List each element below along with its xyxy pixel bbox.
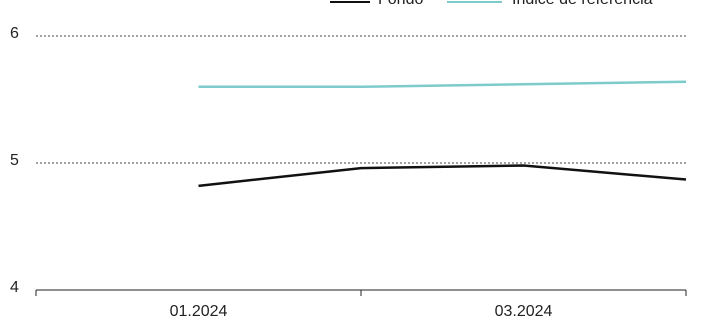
- line-series: [198, 80, 687, 89]
- line-series: [198, 164, 687, 188]
- y-tick-label: 4: [10, 279, 19, 296]
- legend-label: Fondo: [378, 0, 423, 8]
- x-tick-label: 03.2024: [495, 303, 553, 320]
- x-tick-label: 01.2024: [170, 303, 228, 320]
- y-tick-label: 5: [10, 152, 19, 169]
- legend-label: Índice de referencia: [512, 0, 653, 8]
- y-tick-label: 6: [10, 25, 19, 42]
